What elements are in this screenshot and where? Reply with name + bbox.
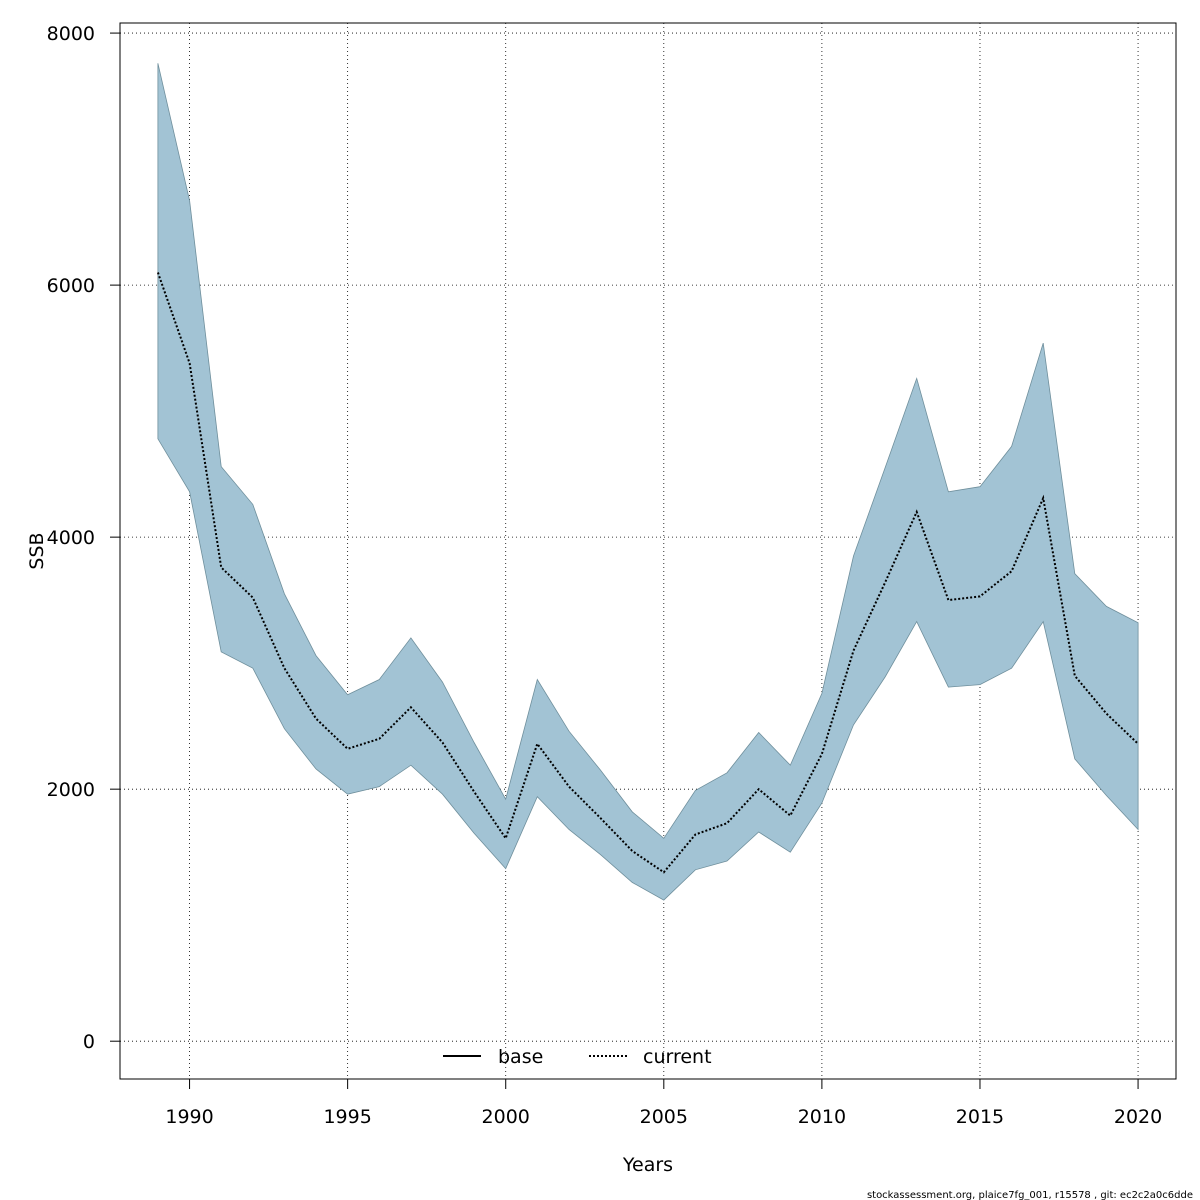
series-line-layer	[156, 272, 1139, 874]
plot-frame	[119, 22, 1177, 1080]
y-tick-label: 0	[83, 1031, 95, 1053]
y-tick-label: 2000	[47, 779, 95, 801]
x-tick-label: 2015	[956, 1106, 1004, 1128]
legend-label-base: base	[498, 1046, 543, 1068]
x-tick-label: 2005	[640, 1106, 688, 1128]
y-tick-label: 8000	[47, 23, 95, 45]
x-axis: 1990 1995 2000 2005 2010 2015 2020	[165, 1079, 1162, 1128]
y-tick-label: 4000	[47, 527, 95, 549]
x-tick-label: 1990	[165, 1106, 213, 1128]
legend: base current	[443, 1046, 712, 1068]
x-tick-label: 2000	[482, 1106, 530, 1128]
y-axis-title: SSB	[26, 532, 48, 569]
x-tick-label: 2010	[798, 1106, 846, 1128]
x-tick-label: 1995	[323, 1106, 371, 1128]
series-line-current	[156, 272, 1139, 874]
legend-label-current: current	[643, 1046, 712, 1068]
footer-source: stockassessment.org, plaice7fg_001, r155…	[867, 1190, 1193, 1200]
confidence-band-current	[157, 63, 1139, 901]
confidence-band-layer	[157, 63, 1139, 901]
y-axis: 0 2000 4000 6000 8000	[47, 23, 120, 1053]
x-tick-label: 2020	[1114, 1106, 1162, 1128]
x-axis-title: Years	[622, 1154, 673, 1176]
y-tick-label: 6000	[47, 275, 95, 297]
